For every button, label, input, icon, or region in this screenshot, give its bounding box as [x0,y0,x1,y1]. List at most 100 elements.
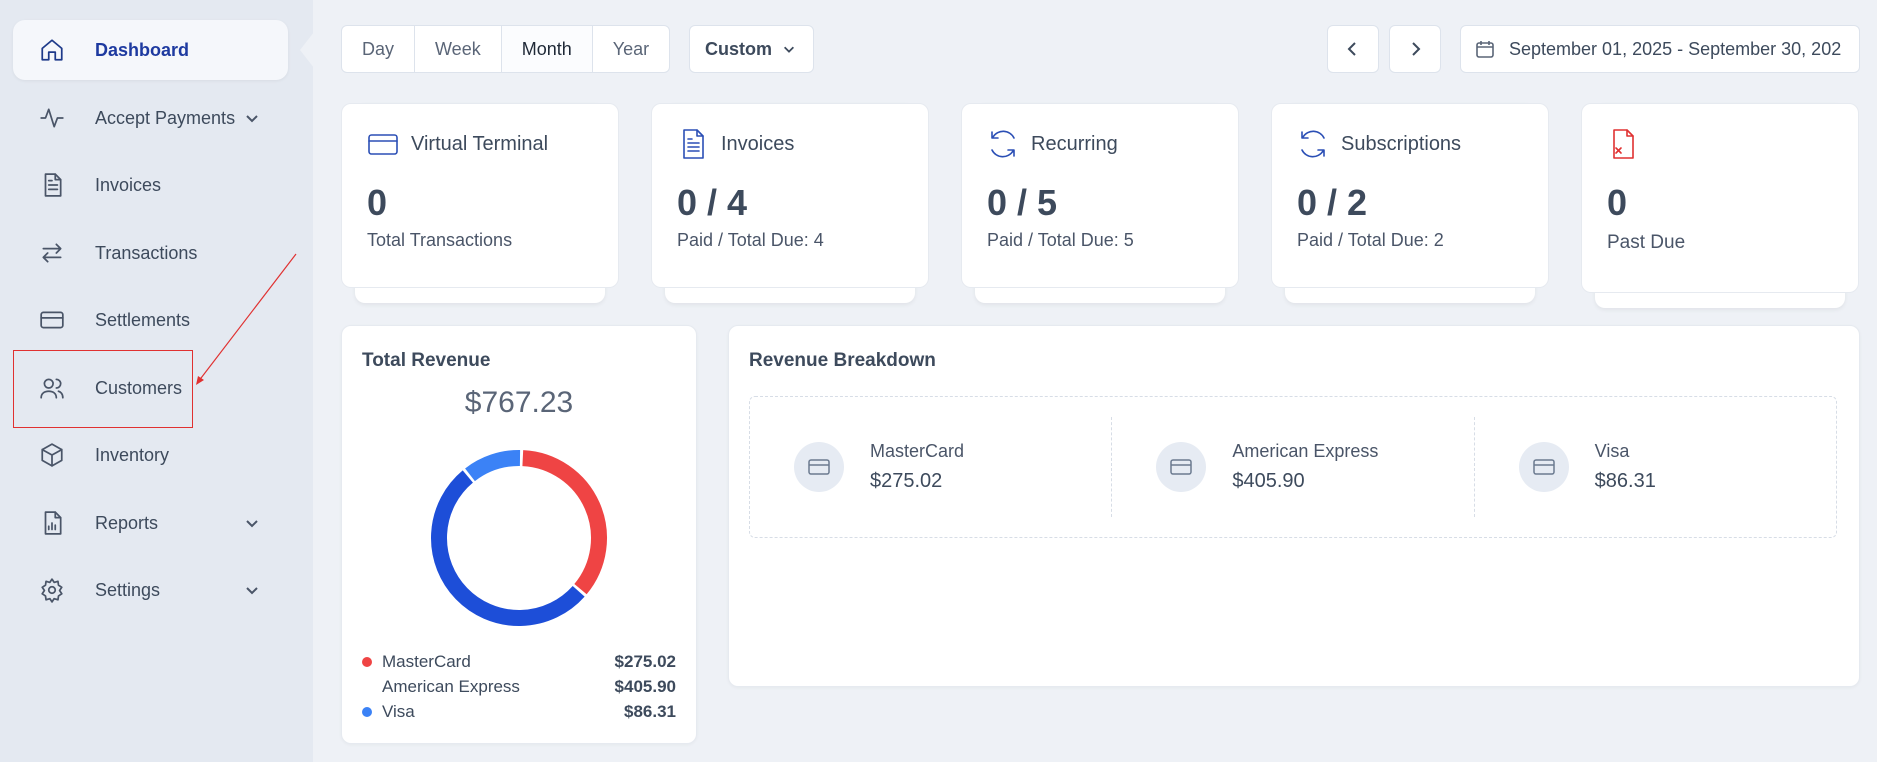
active-indicator [300,32,314,68]
document-icon [38,171,66,199]
stat-value: 0 / 5 [987,182,1058,223]
sidebar-item-reports[interactable]: Reports [13,493,288,553]
refresh-icon [1301,130,1325,158]
revenue-donut-chart[interactable] [429,448,609,628]
chevron-down-icon[interactable] [244,582,260,598]
legend-value: $275.02 [614,651,676,671]
sidebar-item-label: Transactions [95,242,198,263]
legend-item: American Express $405.90 [362,674,676,699]
sidebar-item-label: Settings [95,579,161,600]
stat-card-invoices[interactable]: Invoices 0 / 4 Paid / Total Due: 4 [651,103,929,303]
sidebar-item-customers[interactable]: Customers [13,358,288,418]
sidebar-item-transactions[interactable]: Transactions [13,223,288,283]
sidebar-item-label: Invoices [95,174,162,195]
breakdown-name: MasterCard [870,441,965,461]
legend-value: $86.31 [624,701,676,721]
breakdown-list: MasterCard $275.02 American Express $405… [749,396,1837,538]
stat-value: 0 / 2 [1297,182,1368,223]
donut-segment-visa[interactable] [465,450,521,482]
file-x-icon [1613,129,1634,159]
chevron-right-icon [1412,42,1421,56]
stat-title: Invoices [721,132,795,155]
breakdown-value: $275.02 [870,470,943,492]
users-icon [38,374,66,402]
stat-value: 0 [1607,182,1628,223]
total-revenue-panel: Total Revenue $767.23 MasterCard $275.02… [341,325,697,744]
next-period-button[interactable] [1389,25,1441,73]
stat-title: Recurring [1031,132,1118,155]
stat-card-subscriptions[interactable]: Subscriptions 0 / 2 Paid / Total Due: 2 [1271,103,1549,303]
period-day-button[interactable]: Day [342,26,416,72]
date-range-text: September 01, 2025 - September 30, 202 [1509,38,1842,59]
stat-card-virtual-terminal[interactable]: Virtual Terminal 0 Total Transactions [341,103,619,303]
breakdown-value: $405.90 [1232,470,1305,492]
card-icon [1156,442,1207,492]
period-year-button[interactable]: Year [612,38,650,59]
card-icon [1518,442,1569,492]
sidebar-item-dashboard[interactable]: Dashboard [13,20,288,80]
custom-range-label: Custom [705,38,772,59]
stat-subtitle: Past Due [1607,232,1686,253]
breakdown-name: American Express [1232,441,1379,461]
period-month-button[interactable]: Month [501,26,593,72]
legend-dot [362,682,372,692]
legend-label: MasterCard [382,651,471,671]
sidebar-item-label: Accept Payments [95,107,236,128]
donut-segment-mastercard[interactable] [522,450,607,595]
previous-period-button[interactable] [1327,25,1379,73]
pulse-icon [38,104,66,132]
sidebar-item-label: Settlements [95,309,191,330]
sidebar-item-label: Reports [95,512,159,533]
legend-dot [362,706,372,717]
sidebar-item-label: Dashboard [95,39,190,60]
stat-card-body: Invoices 0 / 4 Paid / Total Due: 4 [651,103,929,288]
panel-title: Revenue Breakdown [749,350,936,371]
sidebar-item-settlements[interactable]: Settlements [13,290,288,350]
stat-card-body: Virtual Terminal 0 Total Transactions [341,103,619,288]
refresh-icon [991,130,1015,158]
gear-icon [38,576,66,604]
chevron-down-icon [784,46,794,53]
box-icon [38,441,66,469]
card-icon [794,442,844,492]
legend-label: American Express [382,676,520,696]
report-icon [38,509,66,537]
stat-card-body: Recurring 0 / 5 Paid / Total Due: 5 [961,103,1239,288]
stat-card-body: 0 Past Due [1581,103,1859,293]
revenue-breakdown-panel: Revenue Breakdown MasterCard $275.02 Ame… [728,325,1860,687]
stat-card-past-due[interactable]: 0 Past Due [1581,103,1859,308]
breakdown-item-mastercard: MasterCard $275.02 [750,417,1113,517]
stat-card-recurring[interactable]: Recurring 0 / 5 Paid / Total Due: 5 [961,103,1239,303]
revenue-legend: MasterCard $275.02 American Express $405… [362,649,676,724]
period-week-button[interactable]: Week [415,26,502,72]
date-range-picker[interactable]: September 01, 2025 - September 30, 202 [1460,25,1860,73]
breakdown-item-american-express: American Express $405.90 [1112,417,1475,517]
sidebar-item-inventory[interactable]: Inventory [13,425,288,485]
chevron-down-icon[interactable] [244,110,260,126]
card-icon [38,306,66,334]
custom-range-dropdown[interactable]: Custom [689,25,814,73]
donut-segment-american-express[interactable] [431,470,585,626]
panel-title: Total Revenue [362,350,491,371]
stat-subtitle: Paid / Total Due: 4 [677,230,824,250]
sidebar-item-settings[interactable]: Settings [13,560,288,620]
sidebar: Dashboard Accept Payments Invoices Trans… [0,0,313,762]
legend-label: Visa [382,701,415,721]
stat-value: 0 / 4 [677,182,748,223]
stat-card-body: Subscriptions 0 / 2 Paid / Total Due: 2 [1271,103,1549,288]
transfer-icon [38,239,66,267]
stat-title: Subscriptions [1341,132,1462,155]
chevron-down-icon[interactable] [244,515,260,531]
sidebar-item-invoices[interactable]: Invoices [13,155,288,215]
stat-subtitle: Paid / Total Due: 2 [1297,230,1444,250]
sidebar-item-accept-payments[interactable]: Accept Payments [13,88,288,148]
chevron-left-icon [1347,42,1356,56]
stat-title: Virtual Terminal [411,132,549,155]
legend-dot [362,656,372,667]
stat-value: 0 [367,182,388,223]
legend-value: $405.90 [614,676,676,696]
home-icon [38,36,66,64]
total-revenue-amount: $767.23 [464,386,574,419]
breakdown-item-visa: Visa $86.31 [1475,417,1836,517]
stat-subtitle: Paid / Total Due: 5 [987,230,1134,250]
